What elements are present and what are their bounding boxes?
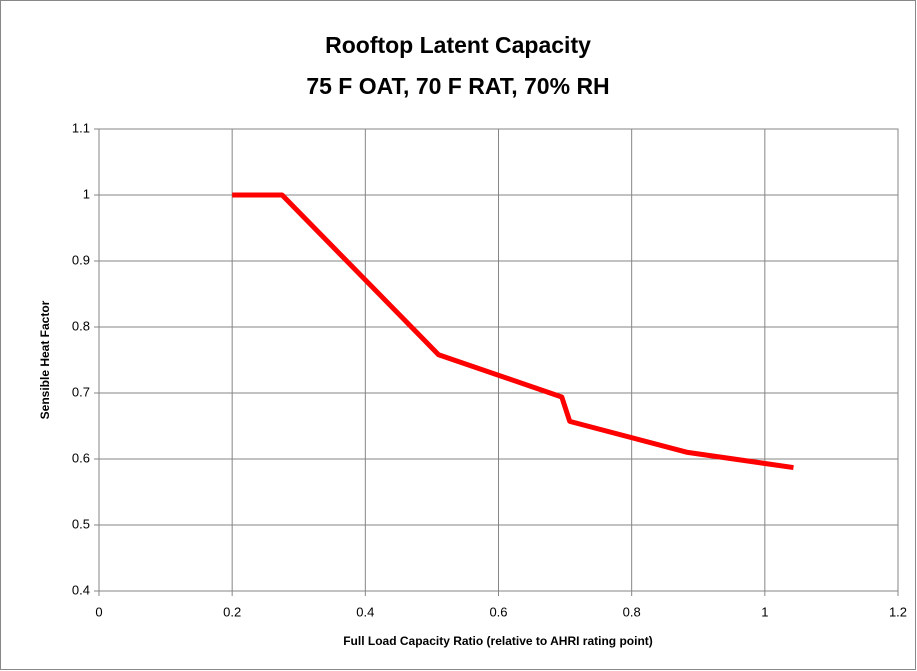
x-tick-label: 0.2 xyxy=(223,604,241,619)
data-line xyxy=(232,192,794,471)
x-tick-label: 0.8 xyxy=(623,604,641,619)
y-tick-label: 0.5 xyxy=(72,516,90,531)
x-axis-title: Full Load Capacity Ratio (relative to AH… xyxy=(343,634,653,648)
chart-subtitle: 75 F OAT, 70 F RAT, 70% RH xyxy=(306,73,609,99)
x-tick-label: 1 xyxy=(761,604,768,619)
y-tick-label: 0.6 xyxy=(72,450,90,465)
y-tick-label: 0.9 xyxy=(72,252,90,267)
y-axis-title: Sensible Heat Factor xyxy=(38,300,52,419)
y-tick-label: 1 xyxy=(83,186,90,201)
y-tick-label: 1.1 xyxy=(72,120,90,135)
plot-area xyxy=(98,128,899,592)
x-tick-label: 0.4 xyxy=(356,604,374,619)
y-tick-label: 0.4 xyxy=(72,582,90,597)
y-tick-label: 0.7 xyxy=(72,384,90,399)
x-tick-label: 1.2 xyxy=(889,604,907,619)
x-tick-label: 0 xyxy=(95,604,102,619)
y-tick-label: 0.8 xyxy=(72,318,90,333)
chart-title: Rooftop Latent Capacity xyxy=(325,32,591,58)
x-tick-label: 0.6 xyxy=(489,604,507,619)
